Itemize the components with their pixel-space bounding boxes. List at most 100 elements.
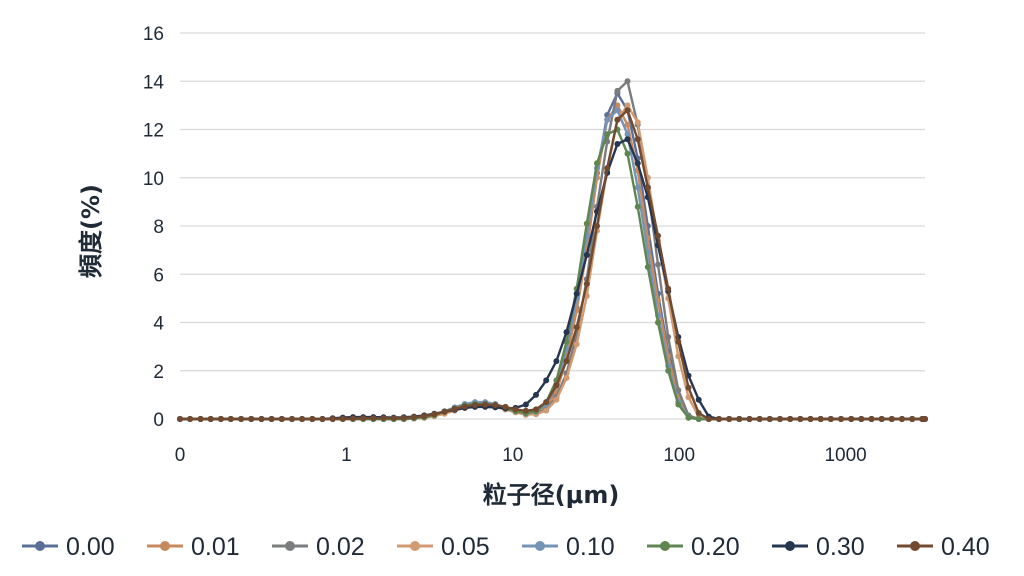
data-point [868,416,875,422]
data-point [878,416,885,422]
y-tick-label: 8 [153,217,164,238]
data-point [227,416,234,422]
data-point [705,416,712,422]
series-line [180,104,925,421]
legend-label: 0.40 [941,533,990,561]
data-point [675,387,682,394]
data-point [624,121,631,128]
y-tick-label: 14 [143,72,165,93]
y-tick-label: 2 [153,362,164,383]
data-point [573,324,580,331]
data-point [238,416,245,422]
data-point [634,184,641,191]
data-point [207,416,214,422]
data-point [339,415,346,422]
data-point [726,416,733,422]
data-point [634,203,641,210]
data-point [217,416,224,422]
data-point [289,416,295,422]
data-point [675,353,682,360]
data-point [451,405,458,412]
data-point [411,414,417,421]
x-tick-label: 1 [341,445,352,466]
data-point [665,367,672,374]
series-0.01 [177,102,928,422]
data-point [563,375,570,381]
data-point [848,416,855,422]
gridlines [180,32,925,420]
x-axis-title: 粒子径(μm) [483,481,620,509]
data-point [299,416,306,422]
y-tick-label: 10 [143,169,164,190]
data-point [858,416,865,422]
data-point [563,358,570,365]
data-point [573,290,580,297]
data-point [441,408,448,415]
data-point [675,401,682,408]
data-point [543,407,550,414]
data-point [655,319,661,326]
series-0.10 [177,107,928,422]
data-point [624,136,631,143]
data-point [624,78,631,85]
data-point [461,403,468,410]
legend-marker [285,541,295,551]
data-point [268,416,275,422]
data-point [197,416,204,422]
legend-label: 0.10 [566,533,615,561]
data-point [695,396,702,403]
data-point [665,285,672,292]
series-0.05 [177,102,928,422]
data-point [583,280,590,287]
data-point [319,416,326,422]
data-point [309,416,316,422]
data-point [533,391,539,398]
data-point [766,416,773,422]
data-point [583,252,590,258]
data-point [716,416,722,422]
series-line [180,104,925,421]
data-point [187,416,194,422]
legend-marker [910,541,920,551]
x-tick-label: 10 [502,445,523,466]
data-point [573,341,580,348]
data-point [695,416,702,422]
data-point [604,131,611,138]
data-point [553,382,560,389]
data-point [756,416,763,422]
data-point [594,160,600,167]
legend-item: 0.40 [897,533,990,561]
data-point [644,264,651,270]
y-tick-label: 12 [143,121,164,142]
legend-item: 0.20 [647,533,740,561]
x-tick-label: 1000 [824,445,866,466]
data-point [665,334,672,340]
data-point [431,411,438,418]
series-0.40 [177,107,928,422]
data-point [522,401,529,408]
data-point [512,406,519,413]
y-tick-label: 16 [143,24,164,45]
data-point [329,416,336,422]
data-point [360,415,367,422]
data-point [421,413,428,420]
y-tick-label: 0 [153,410,164,431]
x-tick-label: 0 [175,445,186,466]
data-point [655,232,661,239]
data-point [543,377,550,384]
series-line [180,108,925,421]
data-point [543,399,550,406]
legend-label: 0.05 [441,533,490,561]
legend-item: 0.30 [772,533,865,561]
y-axis-ticks: 0 2 4 6 8 10 12 14 16 [143,24,165,431]
data-point [634,160,641,167]
data-point [685,384,692,391]
data-point [553,396,560,403]
data-point [899,416,905,422]
data-point [482,401,489,408]
legend-marker [785,541,795,551]
legend-item: 0.01 [147,533,240,561]
data-point [624,102,631,109]
legend-marker [660,541,670,551]
data-point [838,416,844,422]
